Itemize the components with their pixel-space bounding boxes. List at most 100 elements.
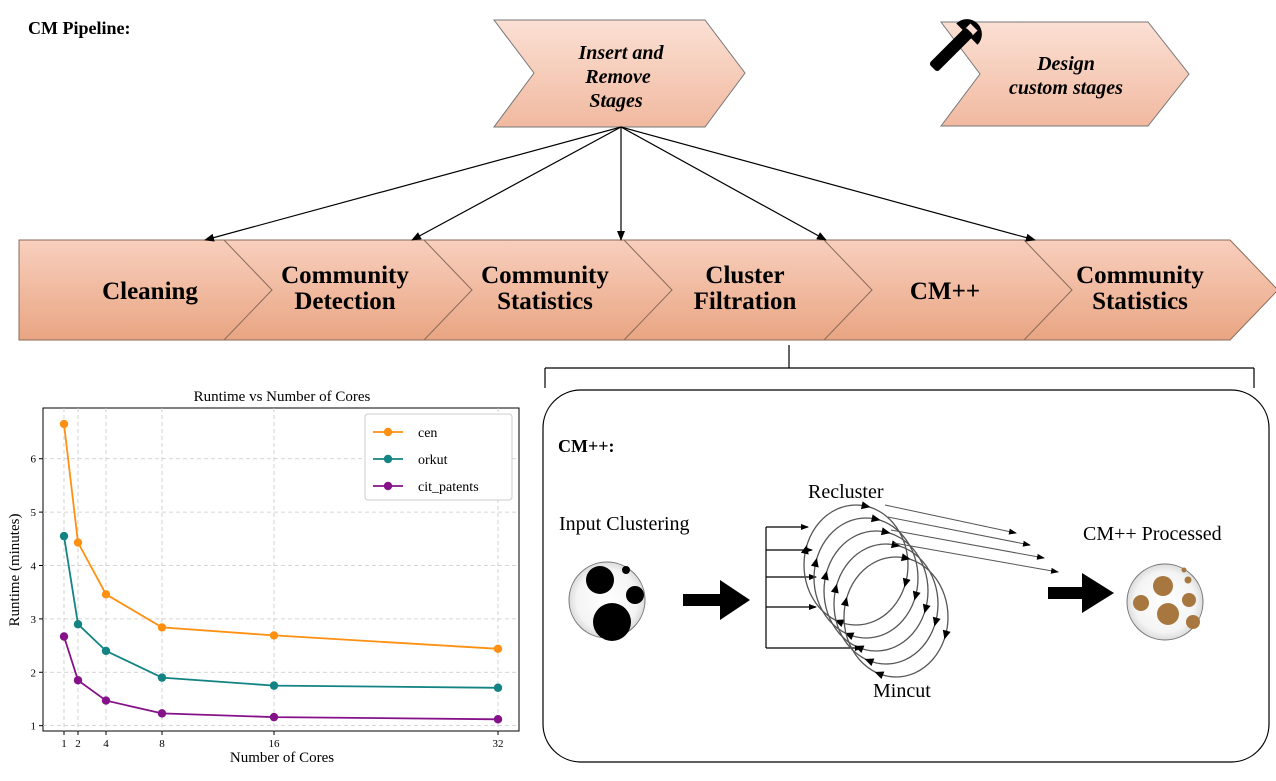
chart-legend: cen orkut cit_patents <box>364 413 513 501</box>
data-point-cit_patents <box>157 709 167 718</box>
chart-title: Runtime vs Number of Cores <box>194 389 371 405</box>
data-point-orkut <box>59 531 69 541</box>
ring-arrowhead <box>922 603 931 614</box>
series-line-cit_patents <box>63 636 499 721</box>
data-point-cen <box>59 419 69 429</box>
insert-line-1: Insert and <box>577 42 664 64</box>
y-axis-ticks: 1 2 3 4 5 6 <box>31 454 43 733</box>
ring-arrowhead <box>834 619 845 627</box>
y-tick-label: 3 <box>31 614 37 626</box>
ring-3 <box>820 527 931 653</box>
x-tick-label: 2 <box>75 738 81 750</box>
design-custom-stages-box: Design custom stages <box>940 21 1190 127</box>
ring-arrowhead <box>840 596 849 607</box>
data-point-cit_patents <box>269 712 279 722</box>
insert-line-2: Remove <box>584 66 651 88</box>
stage-2-label-2: Detection <box>294 288 395 315</box>
input-to-process-arrow <box>683 580 750 620</box>
y-tick-label: 2 <box>31 667 37 679</box>
x-axis-label: Number of Cores <box>230 750 334 766</box>
ring-2 <box>810 514 921 640</box>
cm-expansion-bracket <box>544 345 1255 388</box>
pipeline-stages: CommunityStatisticsCM++ClusterFiltration… <box>18 239 1276 341</box>
x-tick-label: 32 <box>493 738 504 750</box>
stage-3-label-2: Statistics <box>497 288 593 315</box>
data-point-cit_patents <box>59 632 69 641</box>
cm-processed-label: CM++ Processed <box>1083 523 1222 545</box>
insert-arrow-1 <box>204 126 622 242</box>
y-tick-label: 1 <box>31 721 37 733</box>
series-line-orkut <box>63 535 499 689</box>
legend-label-cen: cen <box>418 426 437 441</box>
stage-1-label-1: Cleaning <box>102 278 198 305</box>
y-axis-label: Runtime (minutes) <box>7 514 23 627</box>
ring-arrowhead <box>932 616 941 627</box>
ring-arrowhead <box>844 632 855 640</box>
y-tick-label: 4 <box>31 560 37 572</box>
data-point-orkut <box>73 620 83 629</box>
input-clustering-circle <box>568 561 646 641</box>
ring-arrowhead <box>830 583 839 594</box>
ring-arrowhead <box>810 557 819 568</box>
stage-4-label-1: Cluster <box>705 262 784 289</box>
ring-arrowhead <box>860 501 871 510</box>
insert-arrow-5 <box>620 126 1036 242</box>
ring-arrowhead <box>880 527 891 536</box>
ring-arrowhead <box>902 577 911 588</box>
x-tick-label: 8 <box>159 738 165 750</box>
x-tick-label: 4 <box>103 738 109 750</box>
ring-arrowhead <box>800 544 809 555</box>
stage-6-label-2: Statistics <box>1092 288 1188 315</box>
recluster-mincut-rings <box>800 501 951 679</box>
ring-arrowhead <box>900 553 911 562</box>
data-point-cen <box>493 644 503 653</box>
y-tick-label: 5 <box>31 507 37 519</box>
ring-arrowhead <box>942 629 951 640</box>
data-point-orkut <box>157 673 167 682</box>
stage-5-label-1: CM++ <box>910 278 980 305</box>
processed-clustering-circle <box>1126 563 1204 641</box>
insert-arrow-4 <box>620 126 827 241</box>
ring-5 <box>840 553 951 679</box>
ring-arrowhead <box>864 658 875 666</box>
legend-marker-cit_patents <box>383 481 393 491</box>
insert-remove-stages-box: Insert and Remove Stages <box>492 19 746 128</box>
series-line-cen <box>63 423 499 650</box>
chart-series <box>59 419 503 724</box>
ring-4 <box>830 540 941 666</box>
runtime-chart: Runtime vs Number of Cores 1 2 3 4 5 6 1 2 4 8 16… <box>7 389 520 766</box>
wrench-icon <box>929 19 982 72</box>
mincut-label: Mincut <box>873 680 931 702</box>
data-point-cit_patents <box>101 696 111 705</box>
stage-2-label-1: Community <box>281 262 409 289</box>
x-tick-label: 16 <box>269 738 281 750</box>
ring-arrowhead <box>870 514 881 523</box>
y-tick-label: 6 <box>31 454 37 466</box>
design-line-2: custom stages <box>1009 77 1123 99</box>
legend-label-cit_patents: cit_patents <box>418 480 479 495</box>
stage-6-label-1: Community <box>1076 262 1204 289</box>
legend-marker-cen <box>383 427 393 437</box>
pipeline-title: CM Pipeline: <box>28 18 130 38</box>
cm-title: CM++: <box>558 436 615 456</box>
stage-3-label-1: Community <box>481 262 609 289</box>
design-line-1: Design <box>1036 53 1095 75</box>
recluster-label: Recluster <box>808 481 884 503</box>
legend-label-orkut: orkut <box>418 453 448 468</box>
plot-frame <box>42 407 520 732</box>
recluster-bracket <box>765 524 863 651</box>
ring-arrowhead <box>912 590 921 601</box>
insert-arrows <box>204 126 1036 242</box>
ring-arrowhead <box>874 671 885 679</box>
data-point-cen <box>157 623 167 632</box>
ring-arrowhead <box>820 570 829 581</box>
x-axis-ticks: 1 2 4 8 16 32 <box>61 731 504 750</box>
data-point-orkut <box>493 683 503 692</box>
data-point-cit_patents <box>493 715 503 724</box>
legend-marker-orkut <box>383 454 393 464</box>
data-point-cen <box>101 590 111 599</box>
